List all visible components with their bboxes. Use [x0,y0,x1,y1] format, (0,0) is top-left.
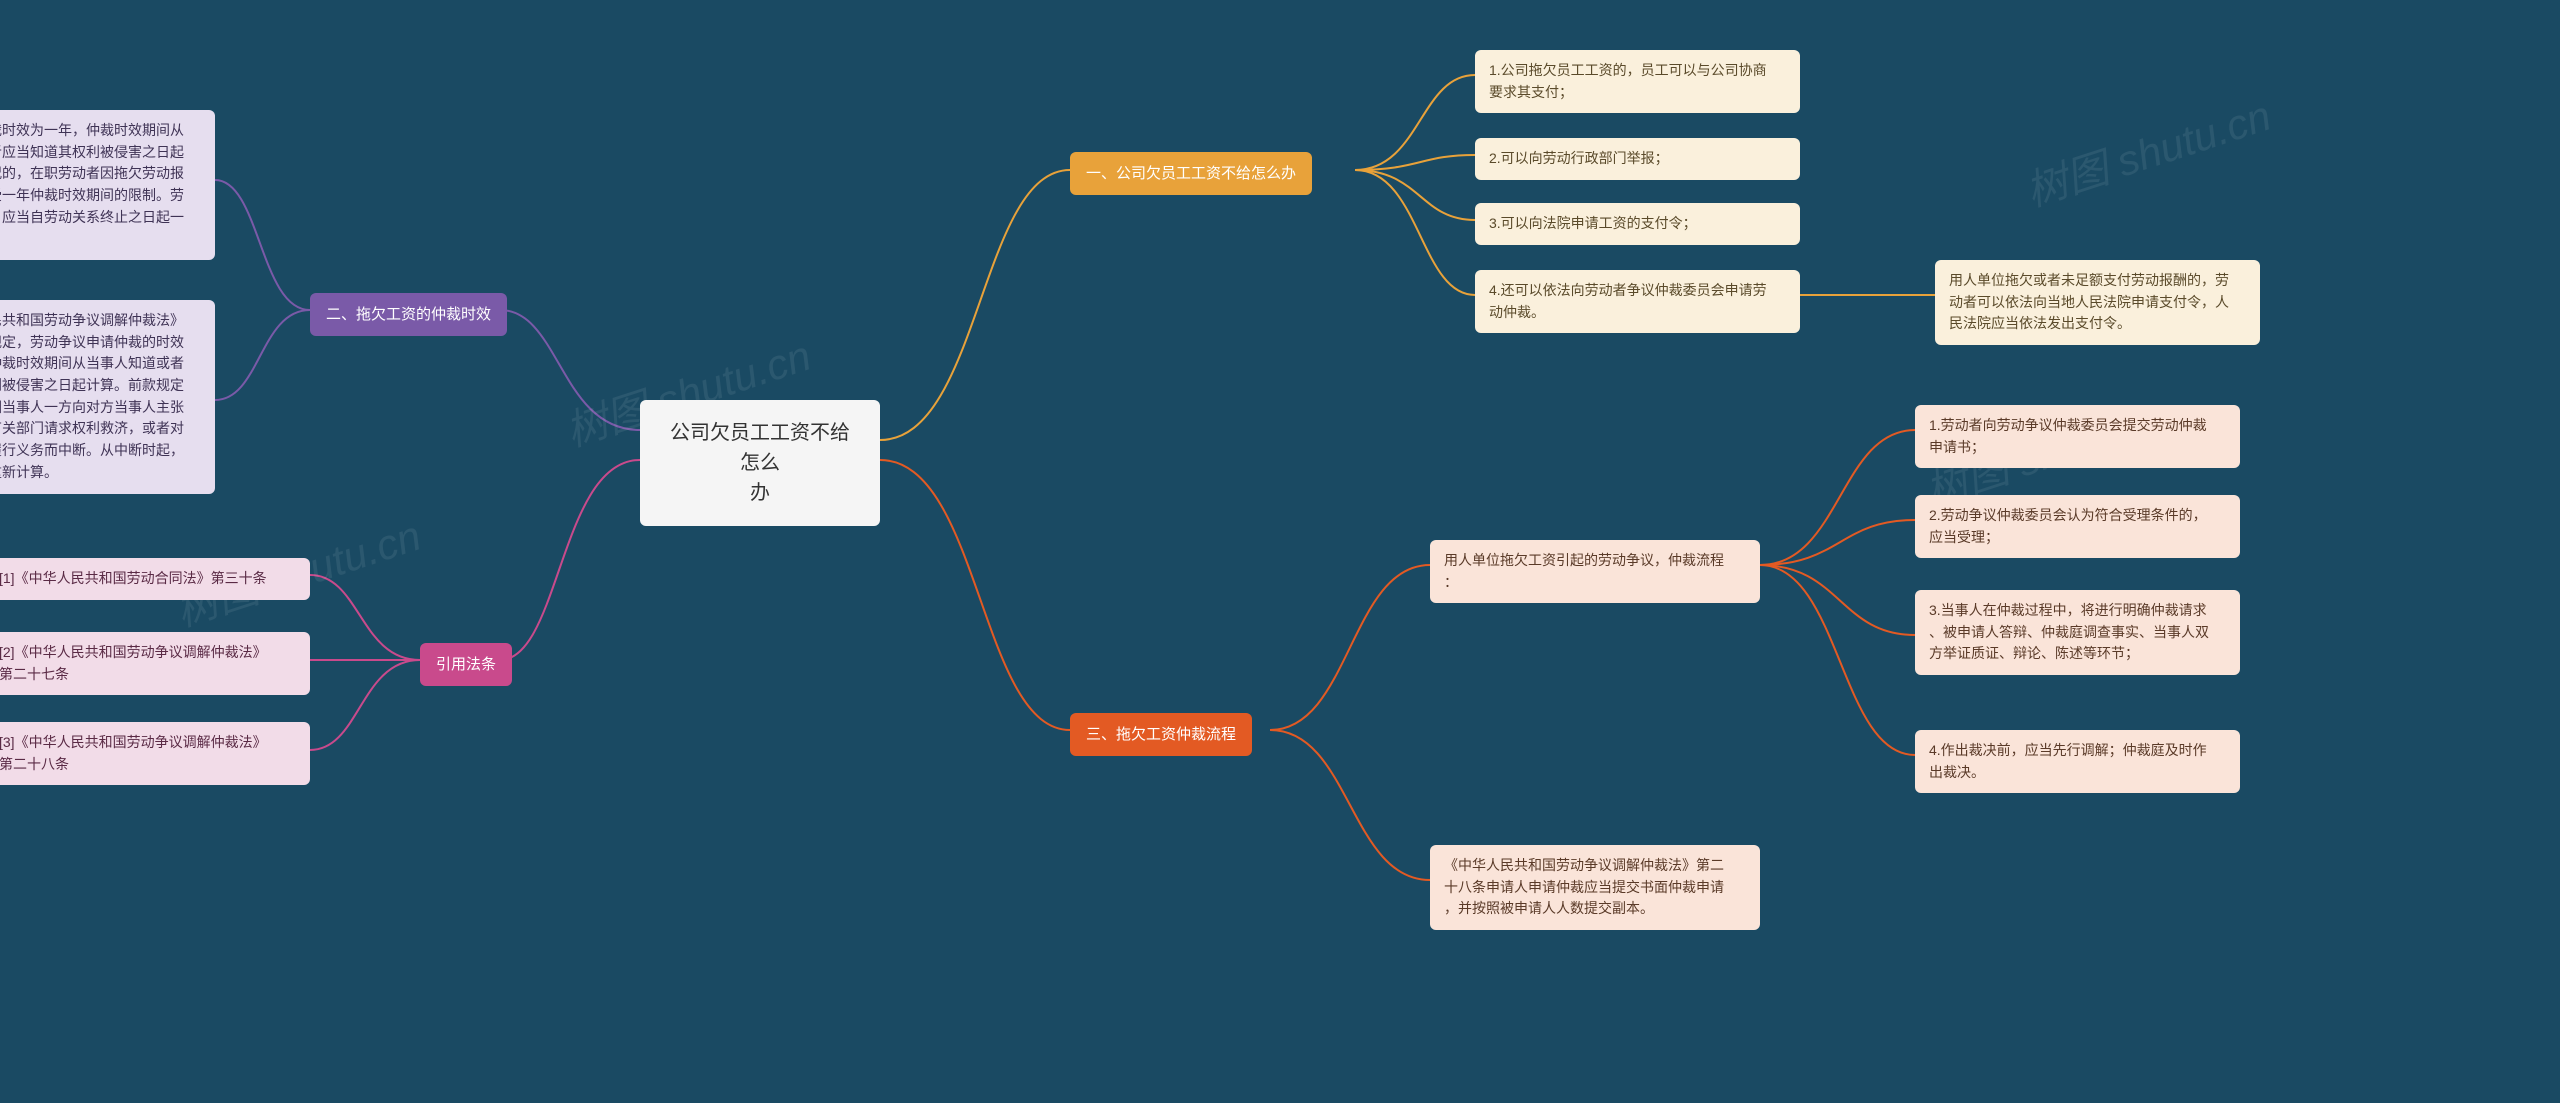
branch-one-leaf-1[interactable]: 1.公司拖欠员工工资的，员工可以与公司协商要求其支付； [1475,50,1800,113]
leaf-text: 拖欠工资的仲裁时效为一年，仲裁时效期间从当事人知道或者应当知道其权利被侵害之日起… [0,122,184,246]
branch-two-label: 二、拖欠工资的仲裁时效 [326,306,491,323]
branch-one-leaf-4-child[interactable]: 用人单位拖欠或者未足额支付劳动报酬的，劳动者可以依法向当地人民法院申请支付令，人… [1935,260,2260,345]
leaf-text: 用人单位拖欠或者未足额支付劳动报酬的，劳动者可以依法向当地人民法院申请支付令，人… [1949,272,2229,331]
leaf-text: 3.当事人在仲裁过程中，将进行明确仲裁请求、被申请人答辩、仲裁庭调查事实、当事人… [1929,602,2209,661]
branch-one-label: 一、公司欠员工工资不给怎么办 [1086,165,1296,182]
branch-three-gc-4[interactable]: 4.作出裁决前，应当先行调解；仲裁庭及时作出裁决。 [1915,730,2240,793]
leaf-text: 2.可以向劳动行政部门举报； [1489,150,1669,166]
leaf-text: 3.可以向法院申请工资的支付令； [1489,215,1697,231]
leaf-text: 根据《中华人民共和国劳动争议调解仲裁法》第二十七条的规定，劳动争议申请仲裁的时效… [0,312,184,480]
branch-three-child-2[interactable]: 《中华人民共和国劳动争议调解仲裁法》第二十八条申请人申请仲裁应当提交书面仲裁申请… [1430,845,1760,930]
branch-three[interactable]: 三、拖欠工资仲裁流程 [1070,713,1252,756]
branch-three-child-1[interactable]: 用人单位拖欠工资引起的劳动争议，仲裁流程： [1430,540,1760,603]
root-node[interactable]: 公司欠员工工资不给怎么办 [640,400,880,526]
branch-ref-leaf-1[interactable]: [1]《中华人民共和国劳动合同法》第三十条 [0,558,310,600]
branch-two-leaf-2[interactable]: 根据《中华人民共和国劳动争议调解仲裁法》第二十七条的规定，劳动争议申请仲裁的时效… [0,300,215,494]
leaf-text: 1.公司拖欠员工工资的，员工可以与公司协商要求其支付； [1489,62,1767,100]
branch-one[interactable]: 一、公司欠员工工资不给怎么办 [1070,152,1312,195]
branch-two-leaf-1[interactable]: 拖欠工资的仲裁时效为一年，仲裁时效期间从当事人知道或者应当知道其权利被侵害之日起… [0,110,215,260]
root-text: 公司欠员工工资不给怎么办 [670,422,850,504]
leaf-text: [2]《中华人民共和国劳动争议调解仲裁法》第二十七条 [0,644,267,682]
branch-three-gc-2[interactable]: 2.劳动争议仲裁委员会认为符合受理条件的，应当受理； [1915,495,2240,558]
branch-two[interactable]: 二、拖欠工资的仲裁时效 [310,293,507,336]
branch-one-leaf-3[interactable]: 3.可以向法院申请工资的支付令； [1475,203,1800,245]
leaf-text: 2.劳动争议仲裁委员会认为符合受理条件的，应当受理； [1929,507,2207,545]
leaf-text: 4.作出裁决前，应当先行调解；仲裁庭及时作出裁决。 [1929,742,2207,780]
branch-three-label: 三、拖欠工资仲裁流程 [1086,726,1236,743]
leaf-text: [1]《中华人民共和国劳动合同法》第三十条 [0,570,267,586]
branch-ref-label: 引用法条 [436,656,496,673]
leaf-text: 《中华人民共和国劳动争议调解仲裁法》第二十八条申请人申请仲裁应当提交书面仲裁申请… [1444,857,1724,916]
leaf-text: 4.还可以依法向劳动者争议仲裁委员会申请劳动仲裁。 [1489,282,1767,320]
branch-three-gc-3[interactable]: 3.当事人在仲裁过程中，将进行明确仲裁请求、被申请人答辩、仲裁庭调查事实、当事人… [1915,590,2240,675]
branch-ref-leaf-2[interactable]: [2]《中华人民共和国劳动争议调解仲裁法》第二十七条 [0,632,310,695]
watermark: 树图 shutu.cn [2017,82,2278,219]
branch-one-leaf-2[interactable]: 2.可以向劳动行政部门举报； [1475,138,1800,180]
leaf-text: [3]《中华人民共和国劳动争议调解仲裁法》第二十八条 [0,734,267,772]
branch-ref[interactable]: 引用法条 [420,643,512,686]
leaf-text: 1.劳动者向劳动争议仲裁委员会提交劳动仲裁申请书； [1929,417,2207,455]
branch-ref-leaf-3[interactable]: [3]《中华人民共和国劳动争议调解仲裁法》第二十八条 [0,722,310,785]
branch-one-leaf-4[interactable]: 4.还可以依法向劳动者争议仲裁委员会申请劳动仲裁。 [1475,270,1800,333]
branch-three-gc-1[interactable]: 1.劳动者向劳动争议仲裁委员会提交劳动仲裁申请书； [1915,405,2240,468]
leaf-text: 用人单位拖欠工资引起的劳动争议，仲裁流程： [1444,552,1724,590]
